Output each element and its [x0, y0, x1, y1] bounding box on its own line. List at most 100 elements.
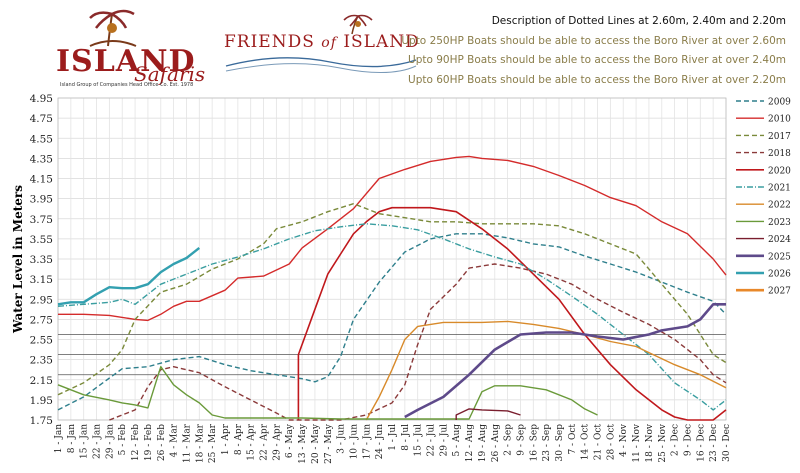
x-tick-label: 16 - Sep [529, 424, 539, 462]
x-tick-label: 1 - Jul [388, 424, 398, 451]
legend-label-2021: 2021 [768, 184, 791, 194]
x-tick-label: 29 - Jul [439, 424, 449, 457]
x-tick-label: 26 - Feb [157, 424, 167, 461]
legend-label-2010: 2010 [768, 115, 791, 125]
legend-label-2009: 2009 [768, 98, 791, 108]
x-tick-label: 22 - Jan [93, 424, 103, 459]
y-tick-labels: 4.95 4.75 4.55 4.35 4.15 3.95 3.75 3.55 3.35 3.15… [30, 93, 53, 427]
legend-label-2023: 2023 [768, 218, 791, 228]
y-tick-label: 3.95 [30, 194, 53, 206]
y-tick-label: 3.75 [30, 214, 53, 226]
x-tick-label: 29 - Jan [105, 424, 115, 459]
x-tick-label: 27 - May [324, 423, 334, 464]
x-tick-label: 26 - Aug [491, 424, 501, 463]
x-tick-label: 3 - Jun [337, 424, 347, 454]
series-line-2009 [57, 233, 727, 411]
y-axis-label: Water Level in Meters [11, 185, 25, 334]
palm-wave-icon [225, 14, 417, 74]
x-tick-label: 19 - Feb [144, 424, 154, 461]
notes-heading: Description of Dotted Lines at 2.60m, 2.… [491, 15, 786, 27]
y-tick-label: 2.75 [30, 314, 53, 326]
x-tick-label: 24 - Jun [375, 424, 385, 460]
x-tick-label: 4 - Mar [170, 423, 180, 457]
note-250hp: Upto 250HP Boats should be able to acces… [401, 34, 786, 47]
logo-safaris-text: Safaris [134, 62, 206, 86]
series-line-2020 [297, 206, 727, 421]
island-safaris-logo: ISLAND Safaris Island Group of Companies… [50, 6, 205, 90]
x-tick-label: 22 - Apr [260, 423, 270, 460]
y-tick-label: 4.15 [30, 174, 53, 186]
friends-of-island-logo: FRIENDS of ISLAND [220, 14, 420, 78]
legend-label-2025: 2025 [768, 252, 791, 262]
threshold-lines [58, 334, 726, 376]
series-lines [57, 155, 727, 421]
x-tick-label: 15 - Apr [247, 423, 257, 460]
plot-border [57, 97, 727, 421]
x-tick-label: 8 - Jan [67, 424, 77, 453]
x-tick-label: 19 - Aug [478, 424, 488, 463]
x-tick-label: 16 - Dec [696, 424, 706, 462]
x-tick-label: 6 - May [285, 423, 295, 458]
y-tick-label: 2.55 [30, 335, 53, 347]
palm-island-icon [89, 9, 137, 47]
x-tick-label: 5 - Aug [452, 424, 462, 457]
x-tick-label: 25 - Nov [658, 423, 668, 463]
legend-label-2026: 2026 [768, 270, 791, 280]
x-tick-label: 25 - Mar [208, 423, 218, 463]
y-tick-label: 2.35 [30, 355, 53, 367]
x-tick-label: 23 - Sep [542, 424, 552, 462]
x-tick-label: 1 - Jan [54, 424, 64, 453]
x-tick-label: 2 - Sep [504, 424, 514, 456]
y-tick-label: 4.35 [30, 153, 53, 165]
x-tick-label: 11 - Mar [182, 423, 192, 463]
y-tick-label: 4.95 [30, 93, 53, 105]
x-tick-label: 28 - Oct [606, 424, 616, 461]
logo-tagline: Island Group of Companies Head Office Co… [60, 82, 194, 88]
x-tick-label: 4 - Nov [619, 423, 629, 457]
logo-island-word: ISLAND [343, 32, 420, 52]
x-tick-label: 2 - Dec [671, 424, 681, 456]
x-tick-label: 7 - Oct [568, 424, 578, 455]
legend: 2009 2010 2017 2018 2020 2021 2022 2023 2024 2025… [736, 98, 791, 297]
note-60hp: Upto 60HP Boats should be able to access… [408, 73, 786, 86]
series-line-2018 [109, 263, 727, 421]
x-tick-label: 8 - Apr [234, 423, 244, 455]
series-line-2023 [57, 366, 598, 420]
x-tick-label: 23 - Dec [709, 424, 719, 462]
x-tick-label: 13 - May [298, 423, 308, 464]
legend-label-2027: 2027 [768, 287, 791, 297]
legend-label-2024: 2024 [768, 235, 791, 245]
dotted-lines-description: Description of Dotted Lines at 2.60m, 2.… [401, 12, 786, 90]
series-line-2017 [57, 203, 727, 396]
legend-label-2022: 2022 [768, 201, 791, 211]
logo-friends-word: FRIENDS [224, 32, 315, 52]
logo-friends-text: FRIENDS of ISLAND [224, 32, 420, 52]
x-tick-label: 30 - Sep [555, 424, 565, 462]
x-tick-label: 20 - May [311, 423, 321, 464]
y-tick-label: 4.55 [30, 133, 53, 145]
y-tick-label: 1.95 [30, 395, 53, 407]
y-tick-label: 3.35 [30, 254, 53, 266]
x-tick-label: 10 - Jun [349, 424, 359, 460]
series-line-2022 [365, 320, 727, 421]
x-tick-label: 30 - Dec [722, 424, 732, 462]
x-tick-label: 14 - Oct [581, 424, 591, 461]
x-tick-label: 12 - Aug [465, 424, 475, 463]
grid [57, 97, 727, 421]
y-tick-label: 3.55 [30, 234, 53, 246]
x-tick-label: 12 - Feb [131, 424, 141, 461]
series-line-2025 [404, 303, 726, 419]
legend-label-2018: 2018 [768, 149, 791, 159]
legend-label-2020: 2020 [768, 166, 791, 176]
legend-label-2017: 2017 [768, 132, 791, 142]
x-tick-label: 8 - Jul [401, 424, 411, 451]
x-tick-label: 18 - Nov [645, 423, 655, 463]
y-tick-label: 4.75 [30, 113, 53, 125]
x-tick-label: 15 - Jan [80, 424, 90, 459]
x-tick-label: 11 - Nov [632, 423, 642, 463]
x-tick-label: 1 - Apr [221, 423, 231, 455]
x-tick-label: 17 - Jun [362, 424, 372, 460]
x-tick-label: 29 - Apr [272, 423, 282, 460]
logo-island-text: ISLAND [56, 44, 196, 79]
